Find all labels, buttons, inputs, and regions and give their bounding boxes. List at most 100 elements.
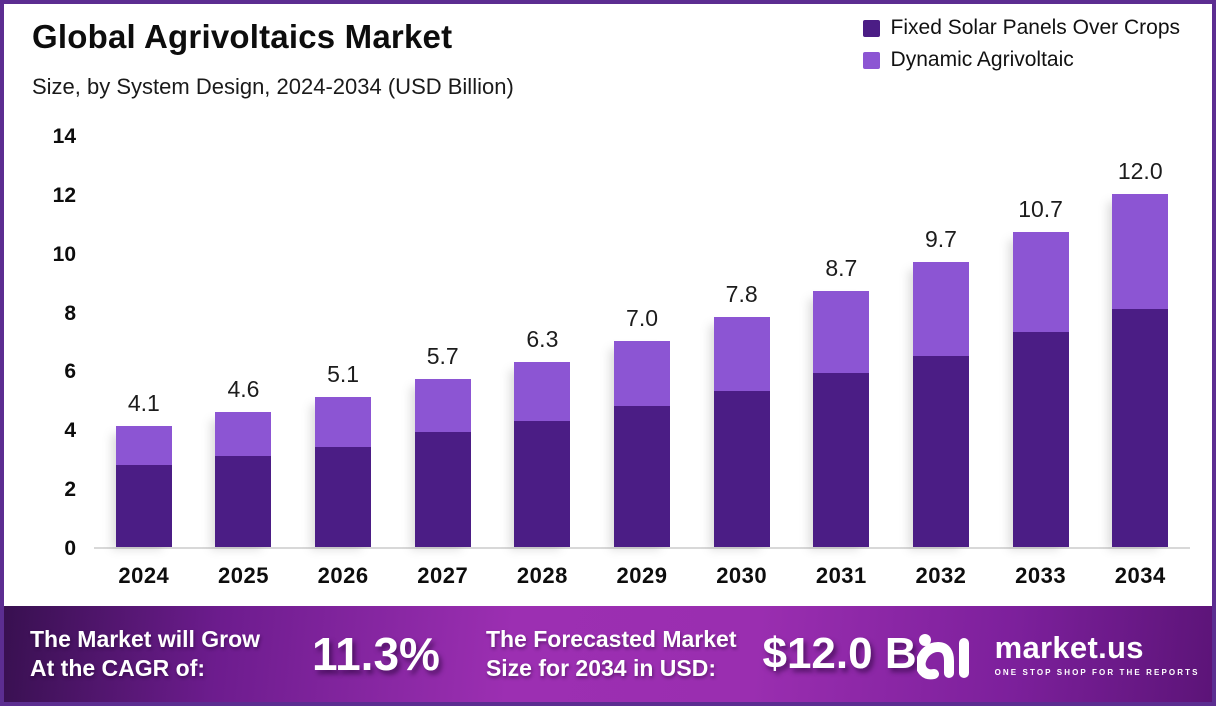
x-axis-label-2025: 2025	[217, 563, 269, 588]
cagr-caption-line2: At the CAGR of:	[30, 655, 206, 681]
bar-segment-dynamic	[215, 411, 272, 456]
stacked-bar	[1112, 193, 1169, 547]
legend-swatch-icon	[862, 19, 880, 37]
bar-segment-fixed	[614, 405, 671, 547]
y-tick-label: 14	[52, 125, 76, 148]
x-axis-label-2031: 2031	[815, 563, 867, 588]
bar-column-2030: 7.8	[692, 137, 792, 547]
x-axis-label-2027: 2027	[417, 563, 469, 588]
y-tick-label: 8	[64, 301, 76, 325]
bar-segment-dynamic	[514, 361, 571, 421]
bar-segment-fixed	[713, 391, 770, 547]
legend: Fixed Solar Panels Over Crops Dynamic Agr…	[862, 16, 1180, 72]
bar-segment-fixed	[315, 446, 372, 547]
forecast-caption: The Forecasted Market Size for 2034 in U…	[486, 625, 737, 684]
legend-swatch-icon	[862, 51, 880, 69]
bar-segment-fixed	[215, 455, 272, 547]
bar-total-label: 12.0	[1117, 157, 1163, 184]
bar-total-label: 7.8	[725, 281, 758, 308]
cagr-caption: The Market will Grow At the CAGR of:	[30, 625, 260, 684]
bar-total-label: 10.7	[1018, 196, 1063, 223]
bar-segment-dynamic	[1112, 193, 1169, 309]
bar-segment-fixed	[813, 373, 870, 547]
stacked-bar	[414, 379, 471, 547]
bar-segment-fixed	[514, 420, 571, 547]
y-tick-label: 6	[64, 360, 76, 384]
page-subtitle: Size, by System Design, 2024-2034 (USD B…	[32, 74, 514, 99]
stacked-bar	[215, 411, 272, 547]
y-tick-label: 2	[64, 478, 76, 502]
legend-item-0: Fixed Solar Panels Over Crops	[862, 16, 1180, 40]
y-tick-label: 12	[52, 183, 76, 207]
x-axis-label-2029: 2029	[616, 563, 668, 588]
brand-tagline: ONE STOP SHOP FOR THE REPORTS	[994, 667, 1200, 677]
footer-banner: The Market will Grow At the CAGR of: 11.…	[4, 606, 1212, 702]
bar-segment-dynamic	[813, 291, 870, 374]
forecast-value: $12.0 B	[762, 629, 917, 678]
cagr-caption-line1: The Market will Grow	[30, 625, 261, 652]
bar-column-2032: 9.7	[891, 137, 991, 547]
bar-column-2027: 5.7	[393, 137, 493, 547]
x-axis-label-2030: 2030	[716, 563, 768, 588]
stacked-bar	[115, 426, 172, 547]
bar-total-label: 6.3	[526, 325, 559, 352]
forecast-caption-line1: The Forecasted Market	[485, 625, 737, 652]
stacked-bar	[1012, 232, 1069, 547]
bar-column-2024: 4.1	[94, 137, 194, 547]
bar-column-2028: 6.3	[493, 137, 593, 547]
bar-segment-dynamic	[614, 341, 671, 406]
bar-column-2031: 8.7	[791, 137, 891, 547]
x-axis-label-2024: 2024	[118, 563, 170, 588]
bar-segment-dynamic	[1012, 232, 1069, 333]
bar-segment-dynamic	[912, 261, 969, 356]
stacked-bar	[813, 291, 870, 547]
bar-segment-dynamic	[713, 317, 770, 391]
cagr-value: 11.3%	[312, 628, 440, 680]
stacked-bar	[912, 261, 969, 547]
stacked-bar	[614, 341, 671, 547]
bar-segment-dynamic	[115, 426, 172, 465]
y-tick-label: 0	[64, 537, 76, 560]
bar-total-label: 4.6	[227, 375, 260, 402]
bar-total-label: 7.0	[626, 305, 659, 332]
bar-column-2034: 12.0	[1090, 137, 1190, 547]
market-us-logo-icon	[915, 624, 983, 685]
bar-column-2025: 4.6	[194, 137, 294, 547]
market-us-logo: market.us ONE STOP SHOP FOR THE REPORTS	[915, 624, 1200, 685]
stacked-bar	[315, 396, 372, 547]
bar-segment-dynamic	[414, 379, 471, 433]
bar-column-2026: 5.1	[293, 137, 393, 547]
stacked-bar	[514, 361, 571, 547]
bar-segment-fixed	[912, 355, 969, 547]
page-title: Global Agrivoltaics Market	[32, 18, 453, 55]
bar-total-label: 4.1	[127, 390, 160, 417]
x-axis-label-2026: 2026	[317, 563, 369, 588]
bar-total-label: 9.7	[924, 225, 957, 252]
x-axis-label-2033: 2033	[1015, 563, 1067, 588]
x-axis-label-2028: 2028	[516, 563, 568, 588]
bar-column-2033: 10.7	[991, 137, 1091, 547]
plot-area: 4.1 4.6 5.1 5.7 6.3 7.0 7.8 8.7 9.7 10.7 12.0	[94, 137, 1190, 549]
bar-total-label: 8.7	[825, 255, 858, 282]
x-axis-labels: 2024 2025 2026 2027 2028 2029 2030 2031 2032 2033…	[94, 563, 1190, 589]
stacked-bar-chart: 0 2 4 6 8 10 12 14 4.1 4.6 5.1 5.7 6.3 7.0 7.8 8.7 9.7 1…	[32, 125, 1190, 589]
y-tick-label: 4	[64, 419, 76, 443]
bar-segment-fixed	[115, 464, 172, 547]
bar-total-label: 5.1	[327, 360, 360, 387]
bar-column-2029: 7.0	[592, 137, 692, 547]
forecast-caption-line2: Size for 2034 in USD:	[485, 655, 717, 681]
stacked-bar	[713, 317, 770, 547]
bar-total-label: 5.7	[426, 343, 459, 370]
bar-segment-fixed	[1012, 332, 1069, 547]
legend-label: Dynamic Agrivoltaic	[890, 48, 1074, 71]
bar-segment-dynamic	[315, 396, 372, 447]
y-tick-label: 10	[52, 242, 76, 266]
x-axis-label-2032: 2032	[915, 563, 967, 588]
x-axis-label-2034: 2034	[1114, 563, 1166, 588]
legend-label: Fixed Solar Panels Over Crops	[890, 16, 1180, 39]
bar-segment-fixed	[414, 432, 471, 547]
legend-item-1: Dynamic Agrivoltaic	[862, 48, 1180, 72]
brand-name: market.us	[994, 629, 1144, 665]
y-axis: 0 2 4 6 8 10 12 14	[32, 125, 94, 560]
bar-segment-fixed	[1112, 308, 1169, 547]
